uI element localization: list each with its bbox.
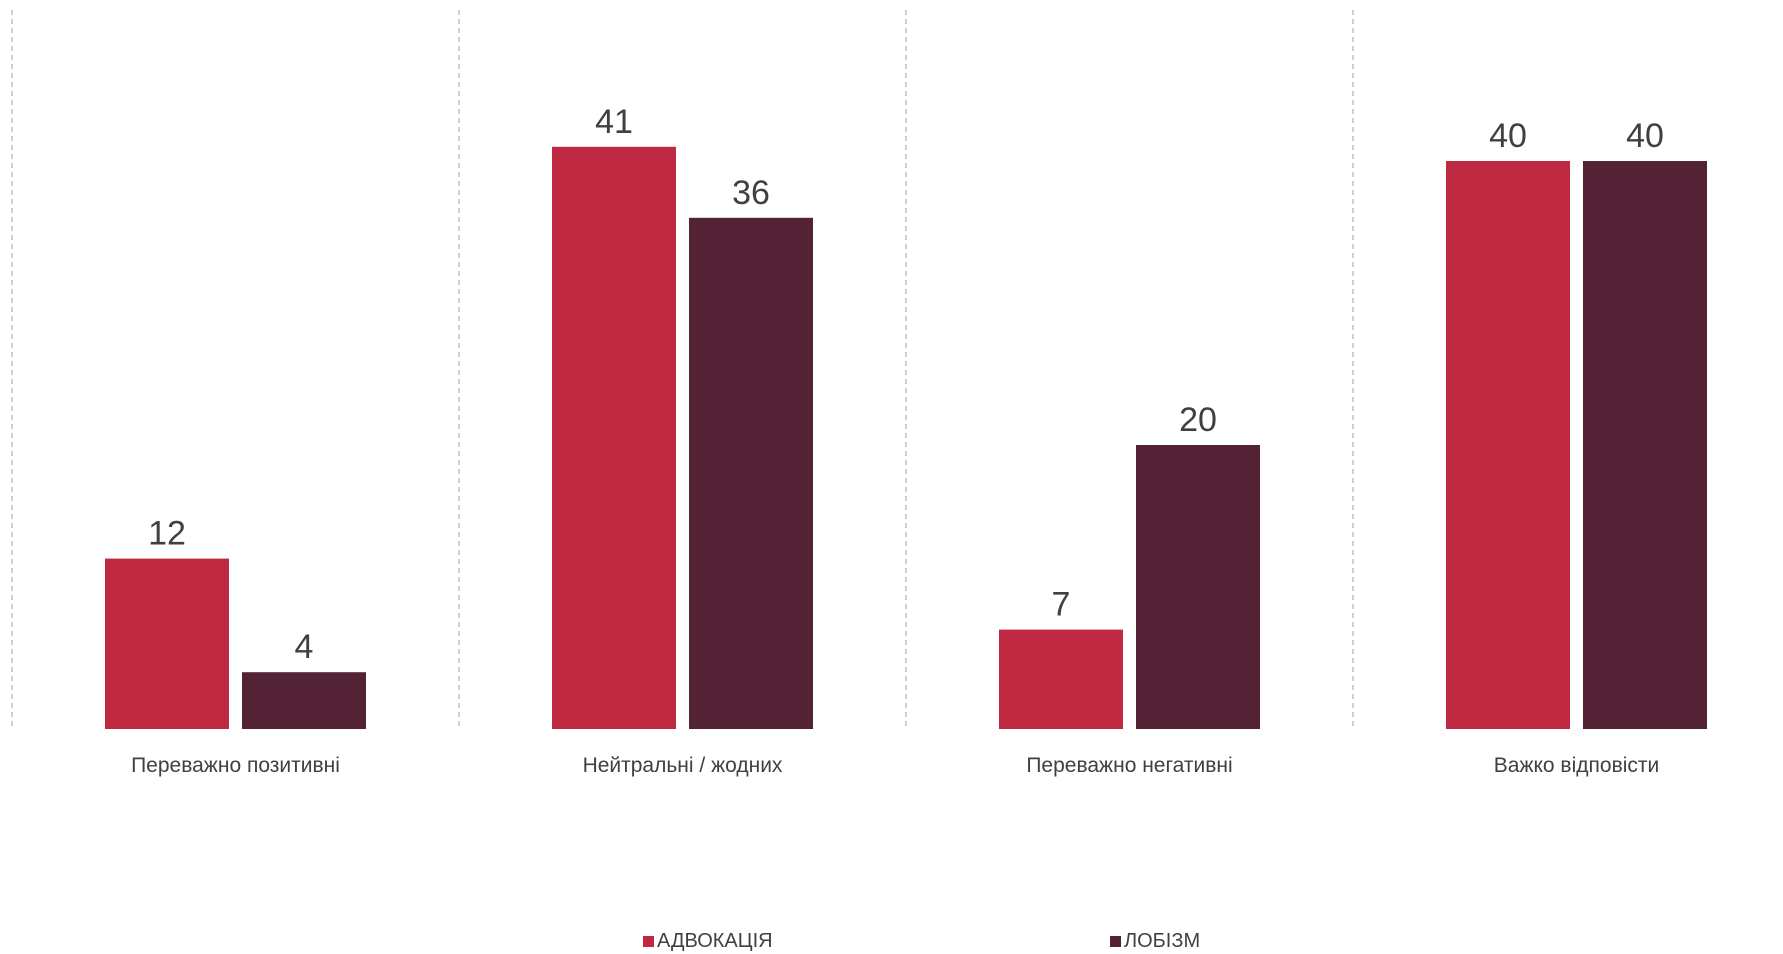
legend-swatch-advocacy — [643, 936, 654, 947]
data-label: 40 — [1489, 117, 1527, 155]
data-label: 12 — [148, 515, 186, 553]
data-label: 20 — [1179, 401, 1217, 439]
bar-lobbying-0 — [242, 672, 366, 729]
data-label: 36 — [732, 174, 770, 212]
legend-item-lobbying: ЛОБІЗМ — [1110, 930, 1200, 953]
data-label: 40 — [1626, 117, 1664, 155]
bar-advocacy-1 — [552, 146, 676, 730]
data-label: 7 — [1052, 586, 1071, 624]
data-label: 4 — [295, 628, 314, 666]
bar-advocacy-2 — [999, 629, 1123, 729]
category-label: Переважно негативні — [1026, 754, 1232, 777]
legend-label-advocacy: АДВОКАЦІЯ — [657, 930, 773, 952]
category-label: Важко відповісти — [1494, 754, 1659, 777]
bar-advocacy-3 — [1446, 161, 1570, 729]
bar-advocacy-0 — [105, 558, 229, 729]
category-label: Переважно позитивні — [131, 754, 340, 777]
category-label: Нейтральні / жодних — [583, 754, 783, 777]
data-label: 41 — [595, 103, 633, 141]
legend-item-advocacy: АДВОКАЦІЯ — [643, 930, 773, 953]
legend-swatch-lobbying — [1110, 936, 1121, 947]
bar-lobbying-3 — [1583, 161, 1707, 729]
legend-label-lobbying: ЛОБІЗМ — [1124, 930, 1201, 952]
bar-lobbying-2 — [1136, 445, 1260, 729]
bar-lobbying-1 — [689, 217, 813, 730]
